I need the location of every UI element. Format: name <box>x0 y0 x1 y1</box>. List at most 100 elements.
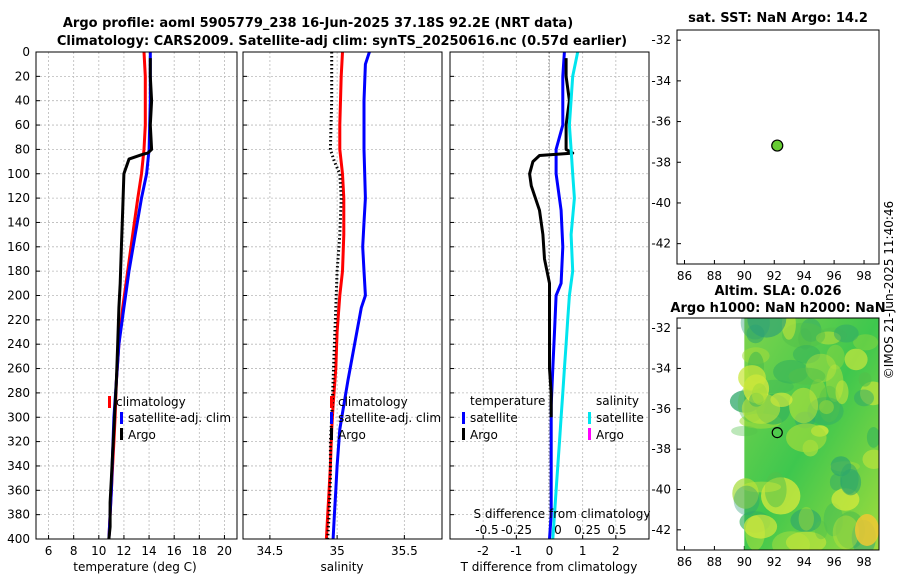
series-line-t-argo <box>528 58 575 418</box>
map-ytick-label: -38 <box>651 155 671 169</box>
sla-blob <box>862 449 879 469</box>
ytick-label: 120 <box>7 191 30 205</box>
map-xtick-label: 88 <box>707 269 722 283</box>
map-ytick-label: -42 <box>651 523 671 537</box>
sst-map-title: sat. SST: NaN Argo: 14.2 <box>688 11 868 26</box>
ytick-label: 380 <box>7 508 30 522</box>
legend-label-climatology: climatology <box>116 395 186 409</box>
ytick-label: 220 <box>7 313 30 327</box>
title-line-2: Climatology: CARS2009. Satellite-adj cli… <box>57 34 627 49</box>
map-ytick-label: -36 <box>651 115 671 129</box>
legend-swatch-satellite <box>120 412 123 424</box>
legend-swatch-s-satellite <box>588 412 591 424</box>
series-line-satellite-adj-clim <box>331 52 371 539</box>
ytick-label: 280 <box>7 386 30 400</box>
legend-label-satellite: satellite-adj. clim <box>128 411 231 425</box>
top-xtick-label: 0 <box>554 523 562 537</box>
ytick-label: 0 <box>22 45 30 59</box>
xtick-label: 16 <box>167 544 182 558</box>
map-xtick-label: 88 <box>707 555 722 569</box>
sla-blob <box>731 425 758 437</box>
xtick-label: 0 <box>546 544 554 558</box>
sla-blob <box>819 400 834 415</box>
map-xtick-label: 92 <box>767 555 782 569</box>
map-xtick-label: 98 <box>856 269 871 283</box>
map-ytick-label: -40 <box>651 482 671 496</box>
legend-swatch-climatology <box>108 396 111 408</box>
map-xtick-label: 96 <box>826 555 841 569</box>
top-xtick-label: -0.25 <box>501 523 532 537</box>
sla-blob <box>826 344 845 370</box>
legend-label-satellite: satellite-adj. clim <box>338 411 441 425</box>
sla-blob <box>798 506 814 531</box>
ytick-label: 400 <box>7 532 30 546</box>
ytick-label: 360 <box>7 483 30 497</box>
salinity-legend: climatology satellite-adj. clim Argo <box>330 395 441 442</box>
legend-label-argo: Argo <box>128 428 156 442</box>
sla-blob <box>792 345 821 364</box>
salinity-axes-frame <box>242 51 443 540</box>
title-line-1: Argo profile: aoml 5905779_238 16-Jun-20… <box>63 16 573 31</box>
xtick-label: 10 <box>91 544 106 558</box>
ytick-label: 320 <box>7 435 30 449</box>
map-xtick-label: 94 <box>797 269 812 283</box>
sla-map-title-2: Argo h1000: NaN h2000: NaN <box>670 301 885 316</box>
sla-blob <box>743 514 778 539</box>
xtick-label: 20 <box>217 544 232 558</box>
sla-blob <box>814 520 828 540</box>
sla-blob <box>733 485 760 516</box>
xtick-label: 34.5 <box>257 544 284 558</box>
legend-swatch-satellite <box>330 412 333 424</box>
xtick-label: 18 <box>192 544 207 558</box>
sla-map-panel: Altim. SLA: 0.026 Argo h1000: NaN h2000:… <box>651 284 885 569</box>
map-ytick-label: -40 <box>651 196 671 210</box>
legend-label-s-satellite: satellite <box>596 411 644 425</box>
sla-blob <box>854 389 874 407</box>
map-xtick-label: 90 <box>737 555 752 569</box>
map-ytick-label: -34 <box>651 74 671 88</box>
difference-panel: -2 -1 0 1 2 T difference from climatology S … <box>449 51 650 574</box>
xtick-label: 8 <box>70 544 78 558</box>
legend-heading-salinity: salinity <box>596 394 639 408</box>
ytick-label: 60 <box>15 118 30 132</box>
ytick-label: 180 <box>7 264 30 278</box>
salinity-panel: 34.5 35 35.5 salinity climatology satellit… <box>242 51 443 574</box>
ytick-label: 20 <box>15 69 30 83</box>
xtick-label: 35.5 <box>391 544 418 558</box>
top-xtick-label: 0.25 <box>574 523 601 537</box>
top-xtick-label: -0.5 <box>475 523 498 537</box>
sst-map-panel: sat. SST: NaN Argo: 14.2 86 88 90 92 94 96 98 -… <box>651 11 880 283</box>
legend-heading-temperature: temperature <box>470 394 545 408</box>
sla-blob <box>751 383 768 405</box>
legend-label-t-argo: Argo <box>470 428 498 442</box>
ytick-label: 340 <box>7 459 30 473</box>
sla-blob <box>818 385 840 423</box>
map-ytick-label: -32 <box>651 321 671 335</box>
ytick-label: 100 <box>7 167 30 181</box>
sla-blob <box>844 348 868 371</box>
legend-swatch-s-argo <box>588 428 591 440</box>
temperature-axes-frame <box>35 51 238 540</box>
xtick-label: 35 <box>329 544 344 558</box>
ytick-label: 200 <box>7 289 30 303</box>
sla-blob <box>786 423 827 453</box>
temperature-legend: climatology satellite-adj. clim Argo <box>108 395 231 442</box>
difference-legend-temperature: temperature satellite Argo <box>462 394 545 442</box>
sla-blob <box>853 334 879 351</box>
map-ytick-label: -34 <box>651 361 671 375</box>
sla-blob <box>788 387 819 424</box>
sla-blob <box>732 478 759 509</box>
xtick-label: 6 <box>45 544 53 558</box>
legend-swatch-argo <box>120 428 123 440</box>
map-ytick-label: -36 <box>651 402 671 416</box>
xtick-label: 2 <box>612 544 620 558</box>
map-xtick-label: 98 <box>856 555 871 569</box>
sla-blob <box>835 380 849 405</box>
map-xtick-label: 94 <box>797 555 812 569</box>
sla-blob <box>866 427 879 448</box>
sla-blob <box>858 372 872 387</box>
sla-blob <box>788 367 826 385</box>
sst-map-frame <box>676 29 880 265</box>
map-xtick-label: 96 <box>826 269 841 283</box>
sla-blob <box>860 381 879 406</box>
